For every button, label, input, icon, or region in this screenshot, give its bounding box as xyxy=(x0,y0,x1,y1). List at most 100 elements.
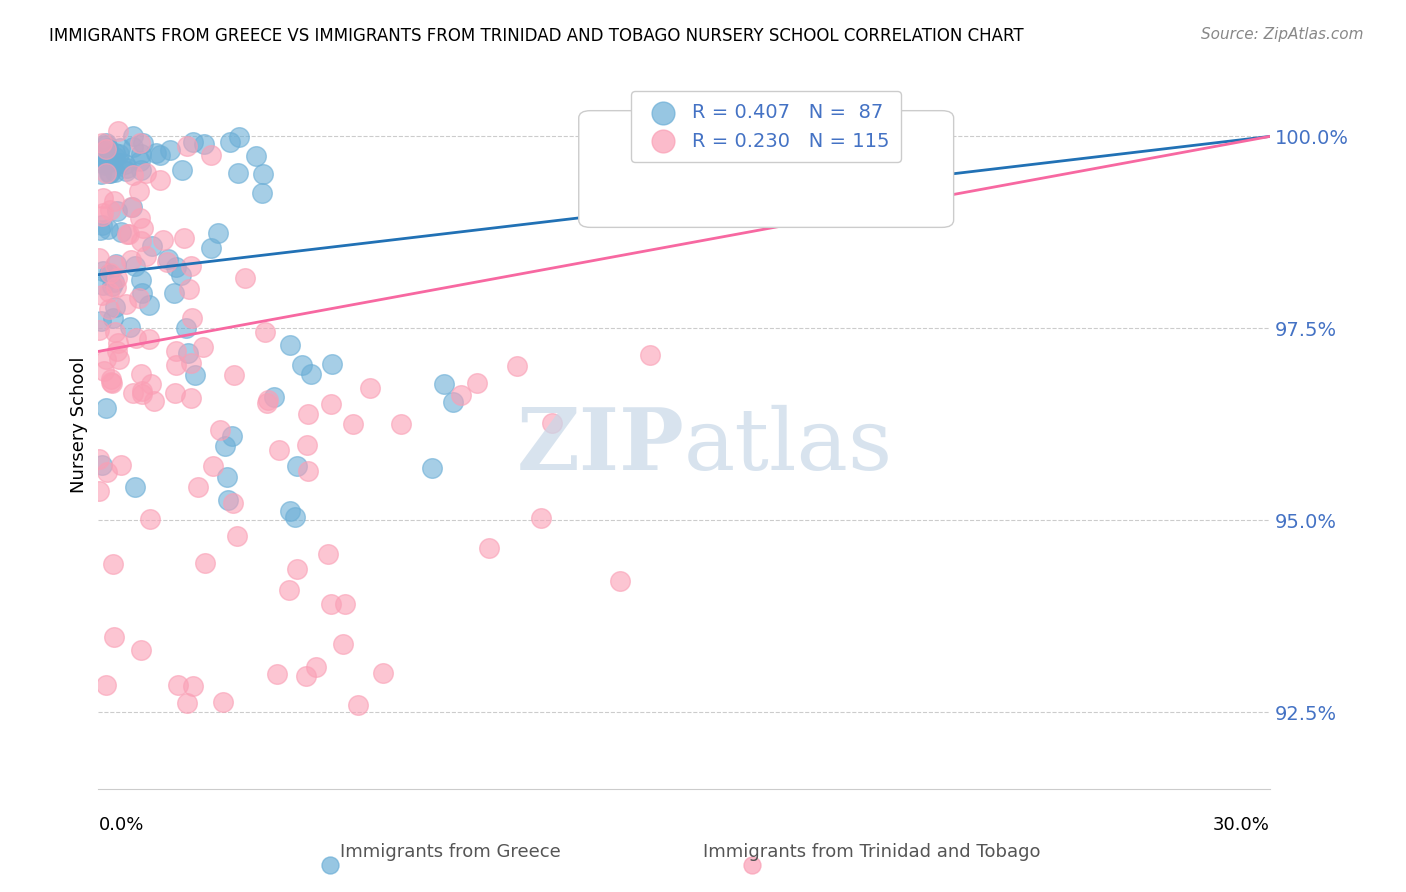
Legend: R = 0.407   N =  87, R = 0.230   N = 115: R = 0.407 N = 87, R = 0.230 N = 115 xyxy=(631,91,901,162)
Point xyxy=(478,541,501,555)
Point xyxy=(183,679,205,693)
Point xyxy=(89,484,111,499)
Point xyxy=(233,271,256,285)
Point xyxy=(94,142,117,156)
Point xyxy=(107,336,129,351)
Point xyxy=(129,211,152,226)
Point xyxy=(107,351,129,366)
Point xyxy=(103,194,125,209)
Point xyxy=(96,137,118,152)
Point xyxy=(135,249,157,263)
Point xyxy=(104,326,127,340)
Point xyxy=(104,280,127,294)
Point xyxy=(100,372,122,386)
Text: 30.0%: 30.0% xyxy=(1213,816,1270,834)
Point xyxy=(103,311,125,326)
Point xyxy=(96,465,118,479)
Point xyxy=(89,150,111,164)
Point xyxy=(177,345,200,359)
Point xyxy=(129,162,152,177)
Point xyxy=(104,300,127,314)
Point xyxy=(124,260,146,274)
Point xyxy=(96,166,118,180)
Point xyxy=(94,401,117,415)
Point xyxy=(181,311,204,326)
Point xyxy=(297,407,319,421)
Point xyxy=(166,678,188,692)
Point xyxy=(91,277,114,292)
Point xyxy=(207,226,229,240)
Point xyxy=(98,166,121,180)
Point xyxy=(149,148,172,162)
Point xyxy=(269,443,291,458)
Point xyxy=(342,417,364,431)
Point xyxy=(194,556,217,570)
Point xyxy=(221,428,243,442)
Point xyxy=(359,381,381,395)
Point xyxy=(450,388,472,402)
Point xyxy=(104,146,127,161)
Point xyxy=(103,630,125,644)
Point xyxy=(156,255,179,269)
Point xyxy=(122,129,145,144)
Point xyxy=(120,252,142,267)
Point xyxy=(91,136,114,150)
Point xyxy=(335,597,357,611)
Point xyxy=(121,168,143,182)
Point xyxy=(131,384,153,399)
Point xyxy=(250,186,273,201)
Point xyxy=(143,394,166,409)
Point xyxy=(183,368,205,382)
Point xyxy=(104,164,127,178)
Point xyxy=(741,858,763,872)
Point xyxy=(93,364,115,378)
Point xyxy=(129,273,152,287)
Point xyxy=(131,285,153,300)
Point xyxy=(129,642,152,657)
Point xyxy=(139,512,162,526)
Point xyxy=(94,158,117,172)
Point xyxy=(187,480,209,494)
Point xyxy=(105,270,128,285)
Point xyxy=(91,458,114,472)
Point xyxy=(371,665,394,680)
Point xyxy=(131,147,153,161)
Text: ZIP: ZIP xyxy=(516,404,685,488)
Point xyxy=(121,140,143,154)
Point xyxy=(172,163,194,178)
Point xyxy=(170,268,193,282)
FancyBboxPatch shape xyxy=(579,111,953,227)
Point xyxy=(149,173,172,187)
Point xyxy=(97,141,120,155)
Point xyxy=(120,320,142,334)
Point xyxy=(97,267,120,281)
Point xyxy=(115,161,138,175)
Point xyxy=(135,166,157,180)
Point xyxy=(157,252,180,266)
Point xyxy=(224,368,246,383)
Point xyxy=(114,164,136,178)
Point xyxy=(108,147,131,161)
Point xyxy=(177,281,200,295)
Point xyxy=(214,439,236,453)
Point xyxy=(506,359,529,373)
Point xyxy=(305,660,328,674)
Point xyxy=(295,669,318,683)
Point xyxy=(193,136,215,151)
Point xyxy=(98,202,121,217)
Point xyxy=(295,438,318,452)
Point xyxy=(138,332,160,346)
Point xyxy=(98,266,121,280)
Point xyxy=(107,123,129,137)
Point xyxy=(285,458,308,473)
Text: atlas: atlas xyxy=(685,405,893,488)
Point xyxy=(152,233,174,247)
Point xyxy=(96,678,118,692)
Point xyxy=(105,204,128,219)
Point xyxy=(121,200,143,214)
Text: IMMIGRANTS FROM GREECE VS IMMIGRANTS FROM TRINIDAD AND TOBAGO NURSERY SCHOOL COR: IMMIGRANTS FROM GREECE VS IMMIGRANTS FRO… xyxy=(49,27,1024,45)
Point xyxy=(245,149,267,163)
Point xyxy=(105,344,128,359)
Point xyxy=(180,356,202,370)
Point xyxy=(129,234,152,248)
